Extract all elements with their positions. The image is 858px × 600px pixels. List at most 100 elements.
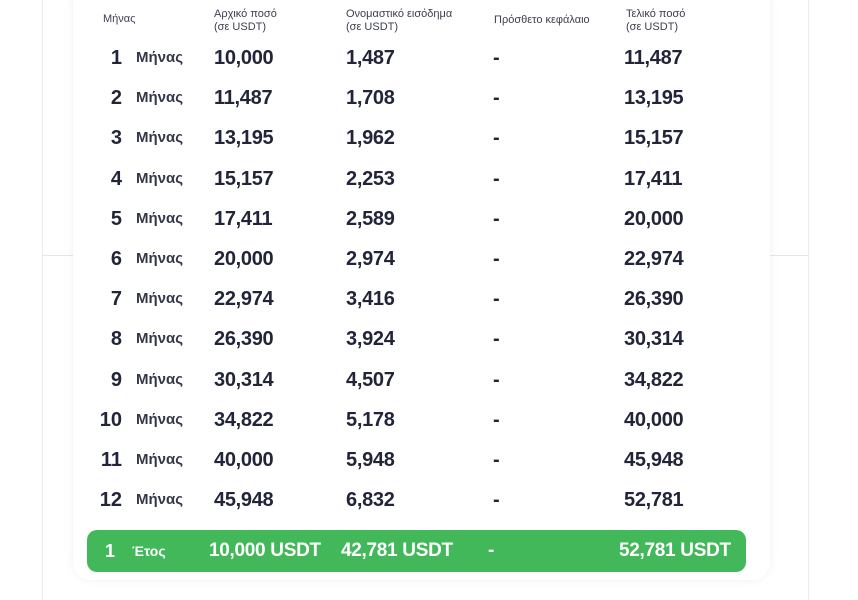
row-initial-amount: 40,000 — [214, 449, 274, 471]
row-income: 6,832 — [346, 489, 395, 512]
row-number: 11 — [100, 449, 122, 471]
row-number: 9 — [110, 368, 122, 391]
header-initial-sub: (σε USDT) — [214, 21, 267, 33]
row-unit: Μήνας — [136, 169, 184, 187]
header-period-label: Μήνας — [103, 13, 136, 25]
row-extra-capital: - — [493, 47, 500, 69]
row-initial-amount: 10,000 — [214, 47, 274, 69]
row-final-amount: 40,000 — [624, 408, 684, 431]
total-extra: - — [488, 540, 495, 561]
row-number: 10 — [99, 408, 122, 431]
row-final-amount: 13,195 — [624, 87, 684, 110]
row-income: 4,507 — [346, 368, 395, 391]
header-final-sub: (σε USDT) — [626, 21, 679, 33]
row-final-amount: 52,781 — [624, 489, 684, 512]
row-extra-capital: - — [493, 207, 500, 230]
table-row: 6 Μήνας 20,000 2,974 - 22,974 — [0, 239, 858, 279]
row-final-amount: 45,948 — [624, 449, 684, 471]
table-row: 7 Μήνας 22,974 3,416 - 26,390 — [0, 279, 858, 319]
row-extra-capital: - — [493, 408, 500, 431]
table-row: 2 Μήνας 11,487 1,708 - 13,195 — [0, 78, 858, 118]
total-row: 1 Έτος 10,000 USDT 42,781 USDT - 52,781 … — [87, 530, 746, 572]
row-final-amount: 11,487 — [624, 47, 683, 69]
row-final-amount: 17,411 — [624, 167, 683, 190]
results-card — [73, 0, 770, 580]
row-unit: Μήνας — [136, 89, 184, 107]
header-final: Τελικό ποσό (σε USDT) — [626, 8, 685, 34]
row-initial-amount: 34,822 — [214, 408, 274, 431]
row-extra-capital: - — [493, 449, 500, 471]
row-extra-capital: - — [493, 167, 500, 190]
row-number: 1 — [110, 47, 122, 69]
row-initial-amount: 15,157 — [214, 167, 274, 190]
row-extra-capital: - — [493, 368, 500, 391]
row-extra-capital: - — [493, 489, 500, 512]
row-final-amount: 26,390 — [624, 288, 684, 311]
row-income: 1,708 — [346, 87, 395, 110]
row-final-amount: 22,974 — [624, 248, 684, 270]
row-number: 4 — [110, 167, 122, 190]
header-initial: Αρχικό ποσό (σε USDT) — [214, 8, 277, 34]
row-initial-amount: 11,487 — [214, 87, 273, 110]
table-row: 9 Μήνας 30,314 4,507 - 34,822 — [0, 360, 858, 400]
header-extra: Πρόσθετο κεφάλαιο — [494, 14, 590, 27]
total-number: 1 — [105, 541, 116, 561]
table-row: 11 Μήνας 40,000 5,948 - 45,948 — [0, 440, 858, 480]
header-income-sub: (σε USDT) — [346, 21, 399, 33]
header-income: Ονομαστικό εισόδημα (σε USDT) — [346, 8, 452, 34]
table-row: 12 Μήνας 45,948 6,832 - 52,781 — [0, 480, 858, 520]
row-number: 12 — [99, 489, 122, 512]
row-initial-amount: 17,411 — [214, 207, 273, 230]
header-income-title: Ονομαστικό εισόδημα — [346, 8, 453, 20]
row-number: 7 — [110, 288, 122, 311]
row-extra-capital: - — [493, 87, 500, 110]
total-unit: Έτος — [132, 543, 166, 559]
row-extra-capital: - — [493, 127, 500, 150]
table-row: 1 Μήνας 10,000 1,487 - 11,487 — [0, 38, 858, 78]
total-income: 42,781 USDT — [341, 540, 453, 561]
row-initial-amount: 30,314 — [214, 368, 274, 391]
row-unit: Μήνας — [136, 330, 184, 348]
row-extra-capital: - — [493, 248, 500, 270]
header-initial-title: Αρχικό ποσό — [214, 8, 277, 20]
row-extra-capital: - — [493, 288, 500, 311]
row-income: 1,487 — [346, 47, 395, 69]
row-unit: Μήνας — [136, 290, 184, 308]
table-row: 4 Μήνας 15,157 2,253 - 17,411 — [0, 159, 858, 199]
row-unit: Μήνας — [136, 370, 184, 388]
row-final-amount: 15,157 — [624, 127, 684, 150]
row-number: 5 — [110, 207, 122, 230]
row-initial-amount: 45,948 — [214, 489, 274, 512]
row-income: 3,924 — [346, 328, 395, 351]
table-row: 10 Μήνας 34,822 5,178 - 40,000 — [0, 400, 858, 440]
row-income: 3,416 — [346, 288, 395, 311]
row-extra-capital: - — [493, 328, 500, 351]
header-extra-label: Πρόσθετο κεφάλαιο — [494, 14, 590, 26]
row-unit: Μήνας — [136, 491, 184, 509]
row-income: 2,253 — [346, 167, 395, 190]
row-unit: Μήνας — [136, 451, 184, 468]
row-unit: Μήνας — [136, 129, 184, 147]
row-number: 2 — [110, 87, 122, 110]
row-final-amount: 34,822 — [624, 368, 684, 391]
row-income: 2,589 — [346, 207, 395, 230]
header-period: Μήνας — [103, 13, 135, 26]
row-initial-amount: 26,390 — [214, 328, 274, 351]
compound-table: Μήνας Αρχικό ποσό (σε USDT) Ονομαστικό ε… — [0, 8, 858, 572]
row-unit: Μήνας — [136, 49, 184, 66]
row-unit: Μήνας — [136, 410, 184, 428]
row-final-amount: 20,000 — [624, 207, 684, 230]
row-initial-amount: 20,000 — [214, 248, 274, 270]
table-row: 8 Μήνας 26,390 3,924 - 30,314 — [0, 319, 858, 359]
row-final-amount: 30,314 — [624, 328, 684, 351]
row-income: 2,974 — [346, 248, 395, 270]
row-unit: Μήνας — [136, 209, 184, 227]
row-initial-amount: 13,195 — [214, 127, 274, 150]
table-row: 3 Μήνας 13,195 1,962 - 15,157 — [0, 118, 858, 158]
row-income: 5,178 — [346, 408, 395, 431]
row-income: 1,962 — [346, 127, 395, 150]
row-number: 8 — [110, 328, 122, 351]
total-initial: 10,000 USDT — [209, 540, 321, 561]
table-row: 5 Μήνας 17,411 2,589 - 20,000 — [0, 199, 858, 239]
total-final: 52,781 USDT — [619, 540, 731, 561]
